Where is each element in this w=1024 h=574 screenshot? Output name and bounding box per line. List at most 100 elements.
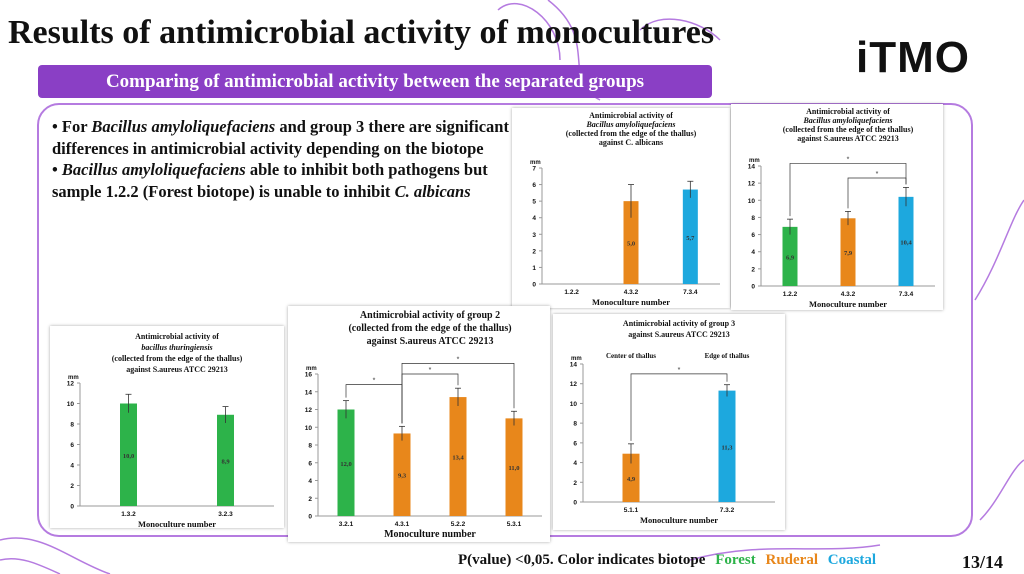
- chart-panel-group3: Antimicrobial activity of group 3 against…: [553, 314, 785, 530]
- chart-title-line: against S.aureus ATCC 29213: [126, 365, 228, 374]
- y-tick-label: 14: [748, 164, 756, 171]
- data-label: 6,9: [786, 254, 795, 261]
- y-tick-label: 5: [532, 199, 536, 206]
- y-tick-label: 4: [573, 460, 577, 467]
- y-tick-label: 6: [308, 460, 312, 467]
- chart-title-line: Antimicrobial activity of: [589, 111, 673, 120]
- chart-panel-ba-albicans: Antimicrobial activity of Bacillus amylol…: [512, 108, 730, 308]
- chart-title-line: against S.aureus ATCC 29213: [367, 336, 494, 347]
- y-tick-label: 2: [70, 483, 74, 490]
- bullet-2: • Bacillus amyloliquefaciens able to inh…: [52, 160, 488, 201]
- y-axis-label: mm: [306, 366, 317, 372]
- y-tick-label: 6: [751, 232, 755, 239]
- bar-4.3.2: [623, 201, 639, 284]
- data-label: 11,3: [721, 444, 733, 451]
- y-tick-label: 0: [751, 284, 755, 291]
- y-tick-label: 8: [573, 421, 577, 428]
- y-axis-label: mm: [571, 356, 582, 362]
- significance-mark: *: [847, 156, 850, 163]
- y-tick-label: 6: [573, 440, 577, 447]
- y-tick-label: 8: [751, 215, 755, 222]
- chart-group2: Antimicrobial activity of group 2 (collec…: [305, 310, 542, 540]
- chart-title-line: Bacillus amyloliquefaciens: [802, 116, 892, 125]
- y-tick-label: 10: [748, 198, 756, 205]
- x-tick-label: 3.2.3: [218, 511, 233, 518]
- y-tick-label: 6: [70, 442, 74, 449]
- data-label: 9,3: [398, 473, 407, 480]
- y-tick-label: 2: [532, 248, 536, 255]
- chart-title-line: Bacillus amyloliquefaciens: [585, 120, 675, 129]
- pvalue-note: P(value) <0,05. Color indicates biotope: [458, 552, 706, 568]
- bar-5.2.2: [449, 397, 467, 516]
- bullet-list: • For Bacillus amyloliquefaciens and gro…: [52, 116, 512, 202]
- chart-title-line: (collected from the edge of the thallus): [348, 323, 511, 334]
- significance-bracket: [847, 177, 907, 209]
- x-tick-label: 5.3.1: [507, 521, 522, 528]
- data-label: 10,4: [900, 239, 912, 246]
- chart-title-line: bacillus thuringiensis: [141, 343, 212, 352]
- y-tick-label: 8: [308, 443, 312, 450]
- y-tick-label: 12: [67, 381, 75, 388]
- significance-mark: *: [429, 367, 432, 374]
- significance-mark: *: [876, 171, 879, 178]
- y-tick-label: 14: [570, 362, 578, 369]
- itmo-logo: iTMO: [856, 33, 970, 82]
- x-tick-label: 1.3.2: [121, 511, 136, 518]
- data-label: 8,9: [221, 458, 230, 465]
- footer-note: P(value) <0,05. Color indicates biotope …: [458, 552, 876, 569]
- bar-1.2.2: [782, 226, 798, 286]
- y-tick-label: 6: [532, 182, 536, 189]
- chart-group3: Antimicrobial activity of group 3 against…: [570, 319, 775, 525]
- y-tick-label: 3: [532, 232, 536, 239]
- x-tick-label: 7.3.2: [720, 507, 735, 514]
- x-tick-label: 5.2.2: [451, 521, 466, 528]
- y-axis-label: mm: [749, 158, 760, 164]
- y-tick-label: 8: [70, 422, 74, 429]
- y-axis-label: mm: [68, 375, 79, 381]
- y-tick-label: 10: [305, 425, 313, 432]
- chart-bt-aureus: Antimicrobial activity of bacillus thurin…: [67, 332, 274, 528]
- legend-coastal: Coastal: [827, 552, 877, 568]
- bar-7.3.4: [898, 196, 914, 286]
- significance-bracket: [401, 363, 515, 424]
- x-tick-label: 4.3.2: [841, 291, 856, 298]
- x-tick-label: 4.3.1: [395, 521, 410, 528]
- bar-7.3.4: [682, 189, 698, 284]
- y-tick-label: 2: [751, 266, 755, 273]
- chart-panel-ba-aureus: Antimicrobial activity of Bacillus amylol…: [731, 104, 943, 310]
- y-tick-label: 4: [532, 215, 536, 222]
- data-label: 10,0: [123, 453, 134, 460]
- data-label: 7,9: [844, 250, 853, 257]
- y-tick-label: 2: [308, 496, 312, 503]
- y-tick-label: 12: [748, 181, 756, 188]
- x-axis-label: Monoculture number: [809, 299, 887, 309]
- chart-title-line: Antimicrobial activity of: [135, 332, 219, 341]
- data-label: 13,4: [452, 455, 464, 462]
- x-tick-label: 3.2.1: [339, 521, 354, 528]
- chart-title-line: (collected from the edge of the thallus): [112, 354, 243, 363]
- bar-4.3.2: [840, 218, 856, 286]
- y-tick-label: 1: [532, 265, 536, 272]
- x-tick-label: 7.3.4: [899, 291, 914, 298]
- y-tick-label: 14: [305, 389, 313, 396]
- significance-bracket: [789, 163, 907, 217]
- group-label: Center of thallus: [606, 352, 656, 360]
- chart-panel-bt-aureus: Antimicrobial activity of bacillus thurin…: [50, 326, 284, 528]
- significance-mark: *: [457, 356, 460, 363]
- legend-forest: Forest: [715, 552, 756, 568]
- x-tick-label: 4.3.2: [624, 289, 639, 296]
- bar-3.2.1: [337, 409, 355, 516]
- bar-3.2.3: [217, 414, 234, 506]
- data-label: 5,7: [686, 235, 695, 242]
- chart-title-line: against S.aureus ATCC 29213: [797, 134, 899, 143]
- chart-title-line: against S.aureus ATCC 29213: [628, 330, 730, 339]
- x-axis-label: Monoculture number: [384, 529, 476, 540]
- x-tick-label: 7.3.4: [683, 289, 698, 296]
- chart-title-line: Antimicrobial activity of group 2: [360, 310, 500, 321]
- data-label: 4,9: [627, 476, 636, 483]
- bullet-1: • For Bacillus amyloliquefaciens and gro…: [52, 117, 509, 158]
- bar-5.3.1: [505, 418, 523, 516]
- page-title: Results of antimicrobial activity of mon…: [8, 14, 715, 51]
